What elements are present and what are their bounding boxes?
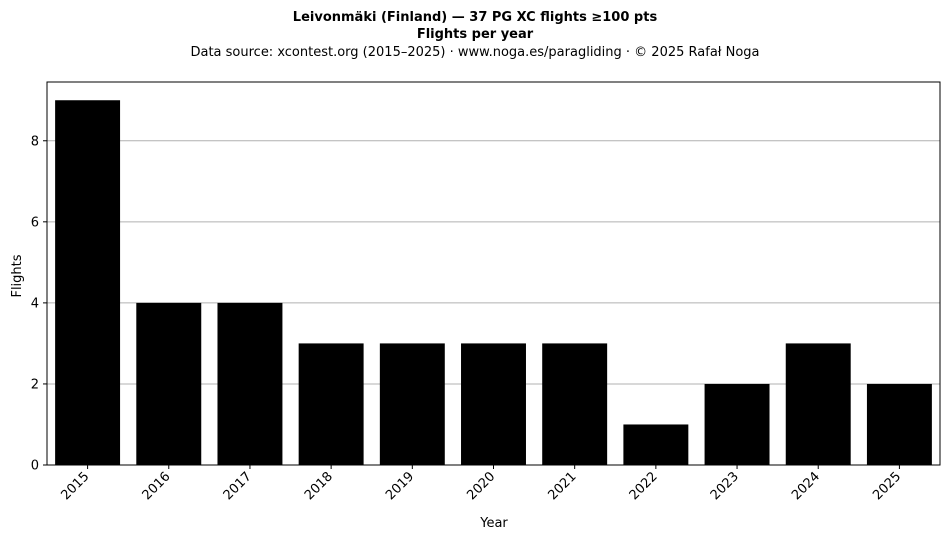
x-tick-label: 2021: [546, 469, 580, 503]
x-tick-label: 2015: [58, 469, 92, 503]
x-axis-label: Year: [479, 516, 508, 531]
bar-2017: [217, 302, 283, 465]
bar-2018: [298, 343, 364, 465]
x-tick-label: 2019: [383, 469, 417, 503]
y-tick-label: 2: [31, 377, 39, 392]
x-tick-label: 2020: [464, 469, 498, 503]
bar-2016: [136, 302, 202, 465]
y-tick-label: 6: [31, 215, 39, 230]
x-tick-label: 2023: [708, 469, 742, 503]
bar-2023: [704, 383, 770, 465]
y-tick-label: 8: [31, 134, 39, 149]
bar-2020: [461, 343, 526, 465]
y-axis-ticks: 0 2 4 6 8: [31, 134, 47, 474]
chart-subtitle: Flights per year: [417, 27, 534, 42]
chart-title: Leivonmäki (Finland) — 37 PG XC flights …: [293, 10, 658, 25]
bar-2019: [379, 343, 445, 465]
x-tick-label: 2024: [789, 469, 823, 503]
x-tick-label: 2017: [221, 469, 255, 503]
x-tick-label: 2022: [627, 469, 661, 503]
x-axis-ticks: 2015 2016 2017 2018 2019 2020 2021 2022 2023 2024…: [58, 465, 904, 503]
bar-2025: [866, 383, 932, 465]
x-tick-label: 2018: [302, 469, 336, 503]
chart-source-note: Data source: xcontest.org (2015–2025) · …: [190, 45, 759, 60]
bar-2024: [785, 343, 851, 465]
x-tick-label: 2025: [870, 469, 904, 503]
bar-2015: [55, 100, 121, 465]
y-axis-label: Flights: [10, 254, 25, 297]
y-tick-label: 4: [31, 296, 39, 311]
bars: [55, 100, 932, 465]
bar-2021: [542, 343, 608, 465]
y-tick-label: 0: [31, 459, 39, 474]
x-tick-label: 2016: [140, 469, 174, 503]
bar-2022: [623, 424, 689, 465]
